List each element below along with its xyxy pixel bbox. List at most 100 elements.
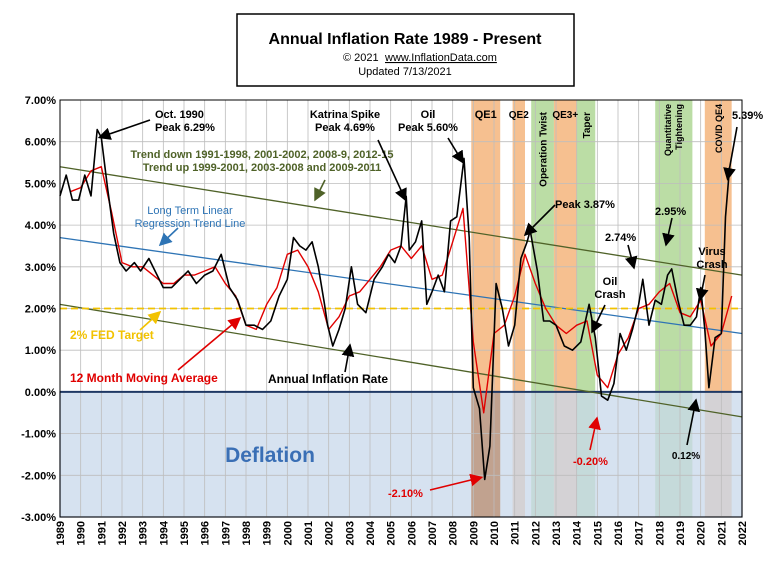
annotation-arrow (429, 473, 484, 491)
x-tick-label: 1994 (158, 520, 170, 545)
x-tick-label: 1997 (220, 521, 232, 545)
annotation-virus-crash: Virus (698, 246, 725, 258)
x-tick-label: 2007 (427, 521, 439, 545)
y-tick-label: 4.00% (25, 220, 56, 232)
y-tick-label: 0.00% (25, 387, 56, 399)
band-label: Quantitative (663, 104, 673, 156)
trend-line-2 (59, 303, 743, 418)
annotation-274: 2.74% (605, 232, 636, 244)
annotation-arrow (686, 398, 701, 446)
annotation-539: 5.39% (732, 110, 763, 122)
site-link[interactable]: www.InflationData.com (384, 52, 497, 64)
x-tick-label: 1990 (76, 521, 88, 545)
annotation-neg-020: -0.20% (573, 456, 608, 468)
x-tick-label: 2014 (572, 520, 584, 545)
annotation-virus-crash: Crash (696, 259, 727, 271)
x-tick-label: 1989 (55, 521, 67, 545)
x-tick-label: 2004 (365, 520, 377, 545)
x-tick-label: 2015 (592, 521, 604, 545)
x-tick-label: 2003 (344, 521, 356, 545)
annotation-moving-average: 12 Month Moving Average (70, 371, 218, 385)
annotation-regression: Long Term Linear (147, 205, 233, 217)
x-tick-label: 2002 (324, 521, 336, 545)
annotation-arrow (139, 310, 162, 331)
x-tick-label: 1998 (241, 521, 253, 545)
annotation-arrow (523, 204, 556, 237)
annotation-trend-note: Trend up 1999-2001, 2003-2008 and 2009-2… (143, 162, 382, 174)
x-tick-label: 1991 (96, 521, 108, 545)
annotation-arrow (177, 316, 242, 371)
updated-text: Updated 7/13/2021 (358, 66, 452, 78)
x-tick-label: 1999 (262, 521, 274, 545)
x-tick-label: 2010 (489, 521, 501, 545)
trend-line-1 (59, 236, 743, 335)
x-tick-label: 2017 (634, 521, 646, 545)
x-tick-label: 1992 (117, 521, 129, 545)
annotation-annual-rate: Annual Inflation Rate (268, 372, 388, 386)
y-tick-label: 3.00% (25, 262, 56, 274)
x-tick-label: 2013 (551, 521, 563, 545)
x-tick-label: 2008 (448, 521, 460, 545)
copyright-text: © 2021 (343, 52, 379, 64)
y-tick-label: 2.00% (25, 304, 56, 316)
x-tick-label: 2019 (675, 521, 687, 545)
band-label: QE3+ (552, 110, 578, 121)
annotation-arrow (341, 343, 355, 373)
annotation-295: 2.95% (655, 206, 686, 218)
y-tick-label: -3.00% (21, 512, 56, 524)
annotation-oil-crash: Oil (603, 276, 618, 288)
annotation-katrina: Katrina Spike (310, 109, 380, 121)
annotation-oil-crash: Crash (594, 289, 625, 301)
y-tick-label: -1.00% (21, 429, 56, 441)
title-box: Annual Inflation Rate 1989 - Present © 2… (236, 13, 575, 87)
x-tick-label: 2009 (468, 521, 480, 545)
annotation-neg-210: -2.10% (388, 488, 423, 500)
annotation-arrow (97, 119, 151, 140)
x-tick-label: 2012 (530, 521, 542, 545)
annotation-arrow (588, 416, 601, 451)
annotation-katrina: Peak 4.69% (315, 122, 375, 134)
x-tick-label: 2018 (654, 521, 666, 545)
x-tick-label: 2011 (510, 521, 522, 545)
plot-frame (59, 99, 743, 518)
qe1-deflation-overlap (471, 391, 501, 517)
band-label: COVID QE4 (714, 104, 724, 153)
annotation-trend-note: Trend down 1991-1998, 2001-2002, 2008-9,… (131, 149, 394, 161)
y-tick-label: 7.00% (25, 95, 56, 107)
annotation-oil-peak: Peak 5.60% (398, 122, 458, 134)
y-tick-label: 5.00% (25, 178, 56, 190)
x-tick-label: 2000 (282, 521, 294, 545)
annotation-arrow (695, 274, 709, 302)
y-tick-label: 6.00% (25, 137, 56, 149)
annotation-regression: Regression Trend Line (135, 218, 246, 230)
y-tick-label: -2.00% (21, 470, 56, 482)
x-tick-label: 2021 (716, 521, 728, 545)
annotation-arrow (662, 217, 675, 247)
annotation-oil-peak: Oil (421, 109, 436, 121)
annotation-fed-target: 2% FED Target (70, 328, 154, 342)
x-tick-label: 2020 (696, 521, 708, 545)
band-label: Operation Twist (539, 111, 550, 186)
chart-title: Annual Inflation Rate 1989 - Present (269, 31, 543, 48)
annotation-arrow (723, 126, 738, 181)
x-tick-label: 2005 (386, 521, 398, 545)
annotation-arrow (591, 304, 606, 334)
x-tick-label: 1996 (200, 521, 212, 545)
annotation-arrow (158, 227, 179, 247)
x-tick-label: 2022 (737, 521, 749, 545)
annotation-peak-387: Peak 3.87% (555, 199, 615, 211)
x-tick-label: 2001 (303, 521, 315, 545)
deflation-label: Deflation (225, 444, 315, 467)
band-label: Taper (582, 112, 593, 139)
band-label: Tightening (674, 104, 684, 150)
annual-inflation-rate-line (59, 128, 731, 481)
annotation-oct-1990: Peak 6.29% (155, 122, 215, 134)
annotation-arrow (447, 137, 464, 164)
x-tick-label: 1993 (138, 521, 150, 545)
annotation-arrow (624, 244, 638, 270)
annotation-oct-1990: Oct. 1990 (155, 109, 204, 121)
band-label: QE2 (509, 110, 529, 121)
x-tick-label: 2016 (613, 521, 625, 545)
